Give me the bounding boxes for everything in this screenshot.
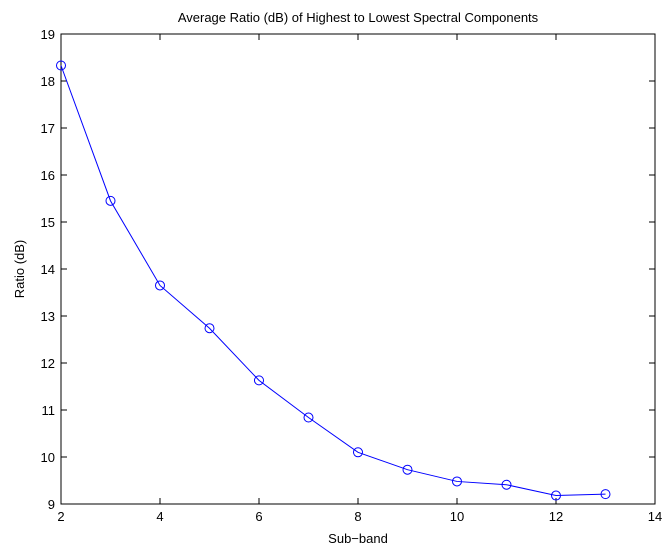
data-point-marker bbox=[204, 323, 215, 334]
x-axis-tick-labels: 2 4 6 8 10 12 14 bbox=[57, 509, 662, 524]
y-axis-tick-labels: 9 10 11 12 13 14 15 16 17 18 19 bbox=[41, 27, 55, 512]
y-tick-label: 10 bbox=[41, 450, 55, 465]
x-axis-ticks bbox=[60, 34, 656, 504]
y-tick-label: 12 bbox=[41, 356, 55, 371]
y-tick-label: 19 bbox=[41, 27, 55, 42]
y-axis-ticks bbox=[61, 33, 655, 505]
y-axis-label: Ratio (dB) bbox=[12, 240, 27, 299]
data-point-marker bbox=[353, 447, 363, 458]
data-point-marker bbox=[551, 490, 561, 501]
data-point-marker bbox=[402, 464, 413, 475]
y-tick-label: 9 bbox=[48, 497, 55, 512]
x-tick-label: 8 bbox=[354, 509, 361, 524]
y-tick-label: 13 bbox=[41, 309, 55, 324]
x-tick-label: 14 bbox=[648, 509, 662, 524]
y-tick-label: 11 bbox=[42, 403, 56, 418]
series-line bbox=[60, 65, 606, 497]
x-tick-label: 2 bbox=[57, 509, 64, 524]
data-point-marker bbox=[501, 479, 512, 490]
data-point-marker bbox=[105, 195, 116, 206]
series-layer bbox=[56, 60, 611, 501]
x-axis-label: Sub−band bbox=[328, 531, 388, 546]
y-tick-label: 16 bbox=[41, 168, 55, 183]
y-tick-label: 14 bbox=[41, 262, 55, 277]
x-tick-label: 4 bbox=[156, 509, 163, 524]
data-point-marker bbox=[600, 489, 611, 500]
data-point-marker bbox=[452, 476, 462, 487]
y-tick-label: 17 bbox=[41, 121, 55, 136]
data-point-marker bbox=[56, 60, 66, 71]
data-point-marker bbox=[303, 412, 314, 423]
data-point-marker bbox=[155, 280, 165, 291]
data-point-marker bbox=[254, 375, 264, 386]
x-tick-label: 6 bbox=[255, 509, 262, 524]
x-tick-label: 10 bbox=[450, 509, 464, 524]
plot-area bbox=[60, 33, 656, 505]
y-tick-label: 18 bbox=[41, 74, 55, 89]
y-tick-label: 15 bbox=[41, 215, 55, 230]
chart-title: Average Ratio (dB) of Highest to Lowest … bbox=[178, 10, 539, 25]
x-tick-label: 12 bbox=[549, 509, 563, 524]
